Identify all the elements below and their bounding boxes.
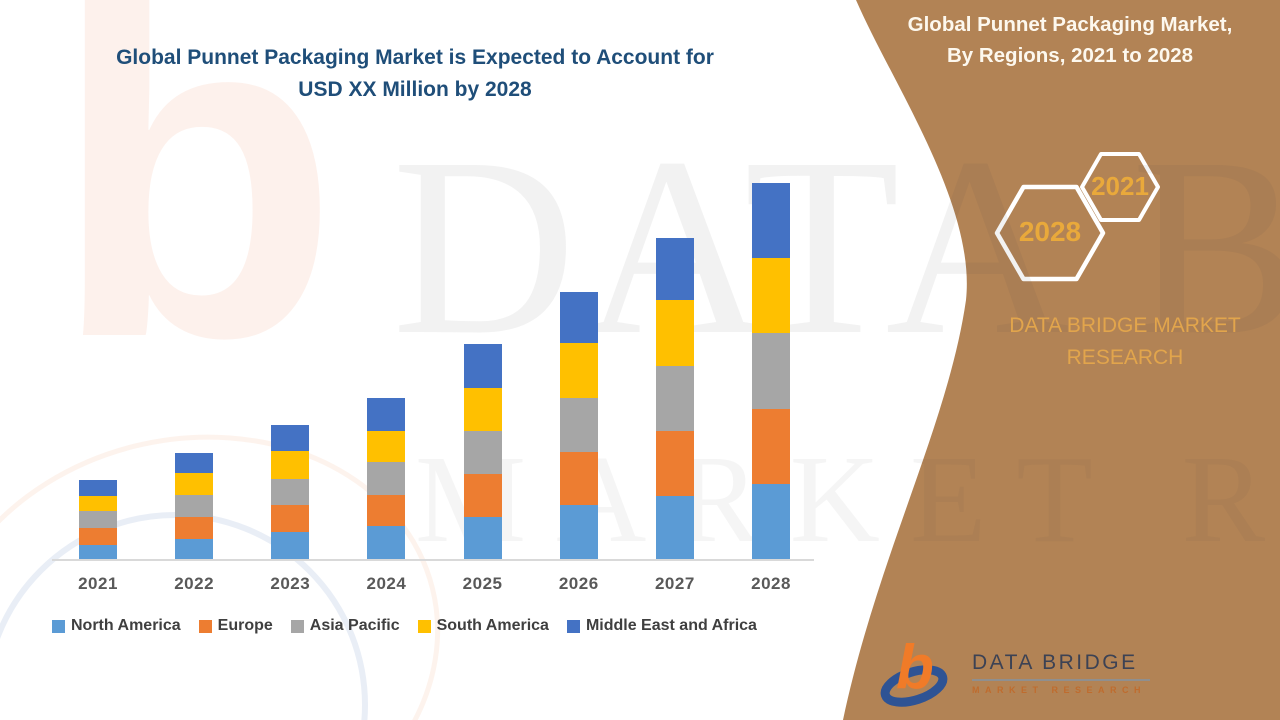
bar-segment-asia-pacific <box>271 479 310 505</box>
legend-item-north-america: North America <box>52 617 181 635</box>
bar-segment-europe <box>367 495 406 526</box>
chart-legend: North America Europe Asia Pacific South Ame… <box>52 617 862 635</box>
legend-label: South America <box>436 617 549 634</box>
bar-segment-south-america <box>463 388 502 431</box>
bar-segment-asia-pacific <box>367 462 406 495</box>
logo-divider <box>972 679 1150 681</box>
legend-swatch <box>566 619 580 633</box>
bar-segment-middle-east-and-africa <box>367 398 406 431</box>
bar-segment-europe <box>655 431 694 496</box>
x-axis-label: 2023 <box>270 574 311 593</box>
bar-segment-middle-east-and-africa <box>655 238 694 300</box>
bar-segment-south-america <box>655 300 694 366</box>
bar-segment-asia-pacific <box>655 366 694 431</box>
databridge-logo: b DATA BRIDGE MARKET RESEARCH <box>880 630 1150 710</box>
bar-segment-south-america <box>367 431 406 462</box>
bar-segment-middle-east-and-africa <box>559 292 598 343</box>
chart-title-line1: Global Punnet Packaging Market is Expect… <box>116 46 714 69</box>
panel-heading-line2: By Regions, 2021 to 2028 <box>946 43 1194 67</box>
bar-segment-north-america <box>655 496 694 560</box>
bar-segment-europe <box>463 474 502 517</box>
legend-label: North America <box>71 617 181 634</box>
panel-heading-line1: Global Punnet Packaging Market, <box>907 13 1233 36</box>
bar-segment-asia-pacific <box>79 511 117 528</box>
bar-segment-north-america <box>559 505 598 560</box>
bar-segment-south-america <box>175 473 214 495</box>
bar-segment-middle-east-and-africa <box>271 425 310 451</box>
legend-label: Middle East and Africa <box>585 617 757 634</box>
hexagon-2021-outline <box>1080 152 1160 222</box>
x-axis-label: 2027 <box>654 574 695 593</box>
chart-title-line2: USD XX Million by 2028 <box>298 77 532 101</box>
x-axis-label: 2025 <box>462 574 503 593</box>
bar-segment-middle-east-and-africa <box>175 453 214 473</box>
databridge-logo-icon: b <box>880 630 964 710</box>
x-axis-label: 2028 <box>751 574 791 593</box>
bar-segment-europe <box>271 505 310 532</box>
hexagon-2021-label: 2021 <box>1091 171 1149 201</box>
logo-wordmark: DATA BRIDGE <box>972 651 1138 674</box>
bar-segment-middle-east-and-africa <box>79 480 117 496</box>
bar-segment-north-america <box>79 545 117 560</box>
bar-segment-middle-east-and-africa <box>463 344 502 388</box>
x-axis-label: 2024 <box>366 574 407 593</box>
svg-text:b: b <box>896 633 934 702</box>
bar-segment-north-america <box>752 484 791 560</box>
chart-title: Global Punnet Packaging Market is Expect… <box>30 42 800 105</box>
bar-segment-south-america <box>79 496 117 511</box>
bar-segment-north-america <box>175 539 214 560</box>
bar-segment-europe <box>79 528 117 545</box>
bar-segment-north-america <box>271 532 310 560</box>
stacked-bar-chart: 2021 2022 2023 2024 2025 2026 2027 2028 <box>78 183 791 593</box>
bar-segment-north-america <box>463 517 502 560</box>
legend-swatch <box>198 619 212 633</box>
legend-item-asia-pacific: Asia Pacific <box>290 617 400 635</box>
hexagon-2028-outline <box>994 184 1106 282</box>
legend-item-south-america: South America <box>417 617 549 635</box>
x-axis-label: 2022 <box>174 574 215 593</box>
watermark-text-databridge: DATA BRIDGE <box>392 106 1280 388</box>
bar-segment-middle-east-and-africa <box>752 183 791 258</box>
legend-swatch <box>290 619 304 633</box>
legend-swatch <box>417 619 431 633</box>
watermark-logo-b: b <box>52 0 340 435</box>
x-axis-label: 2021 <box>78 574 118 593</box>
legend-label: Asia Pacific <box>309 617 400 634</box>
brand-name-text: DATA BRIDGE MARKET RESEARCH <box>1009 314 1241 369</box>
hexagon-2028-label: 2028 <box>1018 216 1082 247</box>
bar-segment-south-america <box>752 258 791 333</box>
bar-segment-asia-pacific <box>752 333 791 409</box>
watermark-text-marketresearch: MARKET RESEARCH <box>415 431 1280 569</box>
x-axis-line <box>52 559 814 561</box>
bar-segment-south-america <box>559 343 598 398</box>
bar-segment-north-america <box>367 526 406 560</box>
panel-heading: Global Punnet Packaging Market, By Regio… <box>880 10 1260 72</box>
bar-segment-asia-pacific <box>175 495 214 517</box>
bar-segment-europe <box>175 517 214 539</box>
bar-segment-europe <box>559 452 598 505</box>
watermark-swoosh-ellipse <box>0 434 441 720</box>
bar-segment-asia-pacific <box>463 431 502 474</box>
legend-item-middle-east-and-africa: Middle East and Africa <box>566 617 757 635</box>
bar-segment-south-america <box>271 451 310 479</box>
legend-label: Europe <box>217 617 273 634</box>
bar-segment-asia-pacific <box>559 398 598 452</box>
x-axis-label: 2026 <box>558 574 599 593</box>
logo-subtext: MARKET RESEARCH <box>972 685 1147 695</box>
legend-swatch <box>52 619 65 633</box>
legend-item-europe: Europe <box>198 617 273 635</box>
bar-segment-europe <box>752 409 791 484</box>
